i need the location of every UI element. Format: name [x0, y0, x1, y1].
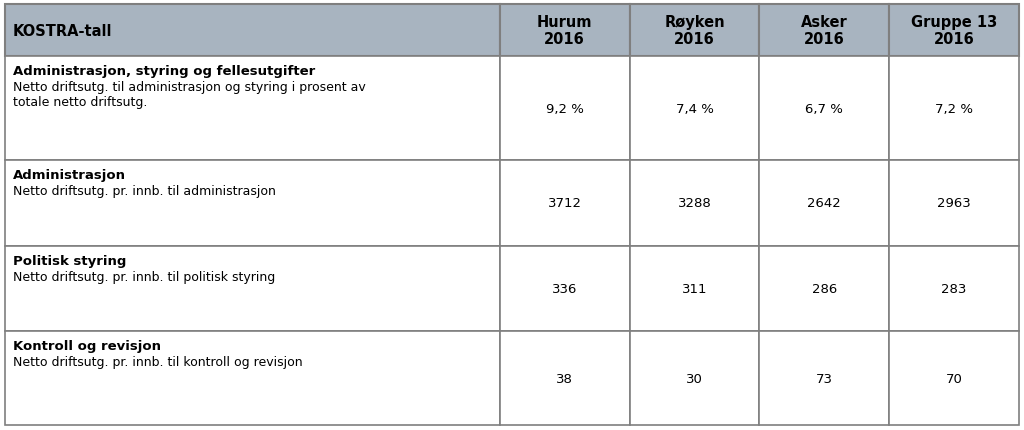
Bar [500, 246, 630, 332]
Text: Gruppe 13
2016: Gruppe 13 2016 [911, 15, 997, 47]
Bar [630, 246, 760, 332]
Text: Politisk styring: Politisk styring [13, 254, 126, 267]
Text: 283: 283 [941, 282, 967, 295]
Text: KOSTRA-tall: KOSTRA-tall [13, 24, 113, 38]
Text: 6,7 %: 6,7 % [805, 102, 843, 115]
Bar [5, 332, 500, 425]
Text: Netto driftsutg. pr. innb. til politisk styring: Netto driftsutg. pr. innb. til politisk … [13, 270, 275, 283]
Bar [5, 57, 500, 161]
Bar [760, 161, 889, 246]
Bar [630, 332, 760, 425]
Text: 311: 311 [682, 282, 708, 295]
Text: Netto driftsutg. pr. innb. til kontroll og revisjon: Netto driftsutg. pr. innb. til kontroll … [13, 355, 303, 369]
Bar [889, 161, 1019, 246]
Bar [5, 161, 500, 246]
Text: Kontroll og revisjon: Kontroll og revisjon [13, 339, 161, 352]
Text: Asker
2016: Asker 2016 [801, 15, 848, 47]
Text: Netto driftsutg. til administrasjon og styring i prosent av
totale netto driftsu: Netto driftsutg. til administrasjon og s… [13, 81, 366, 109]
Bar [630, 5, 760, 57]
Text: 2642: 2642 [808, 197, 841, 210]
Bar [5, 246, 500, 332]
Text: 7,2 %: 7,2 % [935, 102, 973, 115]
Text: Netto driftsutg. pr. innb. til administrasjon: Netto driftsutg. pr. innb. til administr… [13, 185, 275, 198]
Bar [760, 332, 889, 425]
Text: 73: 73 [816, 372, 833, 385]
Bar [500, 332, 630, 425]
Bar [630, 57, 760, 161]
Text: Røyken
2016: Røyken 2016 [665, 15, 725, 47]
Text: 9,2 %: 9,2 % [546, 102, 584, 115]
Bar [500, 5, 630, 57]
Text: 7,4 %: 7,4 % [676, 102, 714, 115]
Bar [630, 161, 760, 246]
Text: 286: 286 [812, 282, 837, 295]
Bar [889, 5, 1019, 57]
Text: 70: 70 [946, 372, 963, 385]
Bar [889, 246, 1019, 332]
Bar [889, 57, 1019, 161]
Bar [500, 161, 630, 246]
Text: 336: 336 [552, 282, 578, 295]
Bar [5, 5, 500, 57]
Text: 3288: 3288 [678, 197, 712, 210]
Bar [889, 332, 1019, 425]
Text: Administrasjon, styring og fellesutgifter: Administrasjon, styring og fellesutgifte… [13, 65, 315, 78]
Text: 3712: 3712 [548, 197, 582, 210]
Bar [500, 57, 630, 161]
Text: Hurum
2016: Hurum 2016 [537, 15, 593, 47]
Text: 38: 38 [556, 372, 573, 385]
Text: 30: 30 [686, 372, 702, 385]
Text: Administrasjon: Administrasjon [13, 169, 126, 182]
Bar [760, 5, 889, 57]
Text: 2963: 2963 [937, 197, 971, 210]
Bar [760, 57, 889, 161]
Bar [760, 246, 889, 332]
